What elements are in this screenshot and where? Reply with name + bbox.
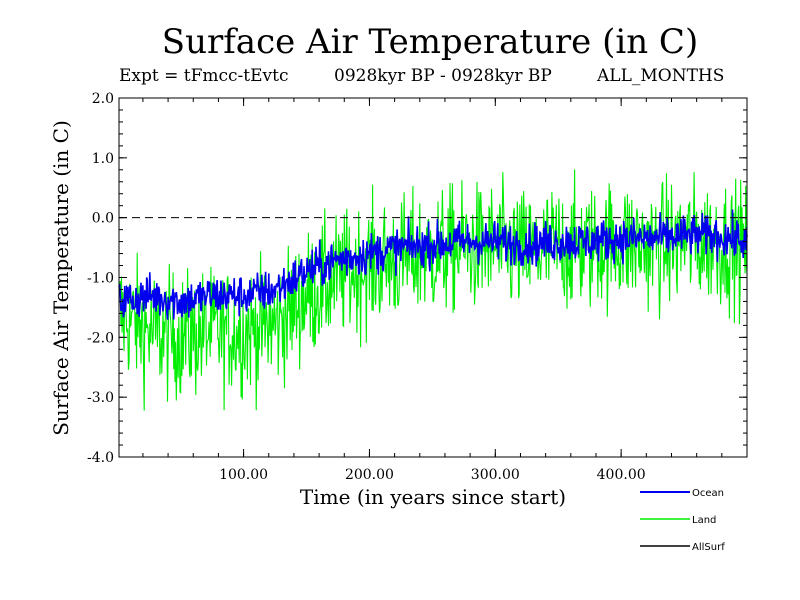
chart-title: Surface Air Temperature (in C): [161, 22, 699, 62]
months-label: ALL_MONTHS: [597, 66, 725, 86]
x-axis-label: Time (in years since start): [300, 485, 566, 509]
series-line-land: [118, 169, 748, 411]
legend-label-allsurf: AllSurf: [692, 542, 725, 553]
legend-label-land: Land: [692, 515, 716, 526]
y-tick-label: -1.0: [87, 271, 114, 287]
x-tick-label: 400.00: [597, 467, 646, 483]
x-tick-label: 100.00: [219, 467, 268, 483]
period-label: 0928kyr BP - 0928kyr BP: [334, 66, 552, 86]
y-axis-label: Surface Air Temperature (in C): [49, 120, 73, 436]
y-tick-label: 2.0: [92, 91, 114, 107]
series-line-ocean: [118, 209, 748, 320]
y-tick-label: 1.0: [92, 151, 114, 167]
experiment-label: Expt = tFmcc-tEvtc: [119, 66, 289, 86]
legend: Ocean Land AllSurf: [640, 488, 725, 553]
legend-label-ocean: Ocean: [692, 488, 724, 499]
ticks-layer: -4.0 -3.0 -2.0 -1.0 0.0 1.0 2.0 100.00 200.00 300…: [87, 91, 747, 483]
y-tick-label: -3.0: [87, 390, 114, 406]
y-tick-label: -4.0: [87, 450, 114, 466]
y-tick-label: -2.0: [87, 330, 114, 346]
x-tick-label: 200.00: [345, 467, 394, 483]
x-tick-label: 300.00: [471, 467, 520, 483]
y-tick-label: 0.0: [92, 211, 114, 227]
series-layer: [118, 169, 748, 411]
